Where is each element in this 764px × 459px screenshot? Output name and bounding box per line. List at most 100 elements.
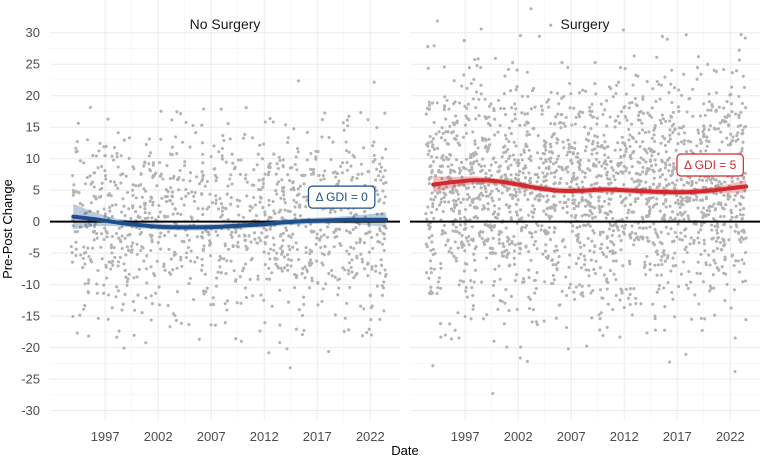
data-point [219, 271, 223, 275]
data-point [699, 252, 703, 256]
data-point [607, 182, 611, 186]
data-point [444, 155, 448, 160]
data-point [74, 247, 78, 251]
data-point [71, 173, 75, 178]
data-point [711, 236, 715, 240]
data-point [336, 278, 340, 282]
annotation-text: Δ GDI = 0 [315, 190, 368, 204]
data-point [274, 262, 278, 266]
data-point [544, 232, 548, 236]
data-point [589, 210, 593, 214]
data-point [725, 100, 729, 104]
data-point [491, 236, 495, 240]
data-point [671, 297, 675, 301]
data-point [622, 183, 626, 187]
data-point [140, 195, 144, 199]
data-point [283, 208, 287, 212]
data-point [123, 292, 127, 296]
data-point [513, 158, 517, 162]
data-point [218, 265, 222, 269]
data-point [116, 264, 120, 268]
data-point [532, 86, 536, 90]
data-point [305, 268, 309, 272]
data-point [157, 215, 161, 219]
data-point [649, 148, 653, 152]
data-point [326, 235, 330, 239]
data-point [148, 199, 152, 203]
data-point [588, 224, 592, 228]
data-point [703, 317, 707, 321]
data-point [564, 275, 568, 279]
data-point [567, 286, 571, 290]
data-point [603, 199, 607, 203]
data-point [329, 268, 334, 273]
data-point [438, 190, 442, 194]
data-point [608, 115, 612, 119]
data-point [281, 231, 285, 235]
data-point [112, 180, 116, 184]
data-point [380, 293, 384, 297]
data-point [236, 240, 240, 244]
data-point [660, 173, 665, 177]
data-point [203, 272, 207, 276]
data-point [706, 62, 710, 66]
data-point [357, 222, 361, 226]
data-point [659, 83, 664, 87]
data-point [102, 207, 106, 211]
data-point [343, 268, 347, 272]
data-point [212, 302, 216, 306]
data-point [349, 164, 353, 168]
y-tick-label: 30 [26, 25, 40, 40]
data-point [462, 73, 466, 77]
data-point [664, 150, 668, 154]
data-point [472, 185, 476, 189]
data-point [71, 193, 75, 197]
data-point [557, 102, 561, 106]
x-tick-label: 2022 [356, 429, 385, 444]
data-point [452, 79, 456, 83]
data-point [280, 178, 284, 182]
data-point [557, 254, 561, 259]
data-point [442, 158, 446, 162]
data-point [689, 280, 693, 284]
data-point [184, 255, 188, 260]
data-point [544, 159, 548, 163]
data-point [558, 181, 562, 186]
data-point [426, 141, 430, 145]
data-point [158, 160, 162, 165]
data-point [603, 146, 607, 150]
data-point [544, 148, 548, 152]
data-point [718, 241, 722, 245]
data-point [121, 197, 125, 201]
data-point [652, 222, 656, 226]
data-point [475, 64, 479, 68]
data-point [448, 152, 452, 156]
data-point [520, 111, 524, 115]
data-point [597, 195, 601, 200]
data-point [503, 173, 508, 177]
data-point [308, 252, 312, 256]
data-point [627, 171, 631, 175]
data-point [121, 302, 125, 306]
data-point [99, 245, 103, 249]
data-point [350, 178, 354, 182]
data-point [444, 117, 448, 121]
data-point [333, 170, 337, 174]
data-point [673, 187, 677, 191]
data-point [151, 200, 155, 204]
data-point [188, 179, 192, 183]
data-point [535, 151, 540, 155]
data-point [568, 253, 572, 257]
data-point [562, 121, 566, 126]
data-point [659, 121, 663, 125]
data-point [679, 195, 683, 199]
data-point [303, 265, 307, 269]
data-point [305, 130, 309, 134]
data-point [369, 318, 373, 322]
data-point [736, 131, 740, 135]
data-point [452, 199, 456, 203]
data-point [379, 258, 383, 262]
data-point [110, 214, 114, 219]
data-point [295, 247, 299, 252]
data-point [719, 247, 723, 252]
